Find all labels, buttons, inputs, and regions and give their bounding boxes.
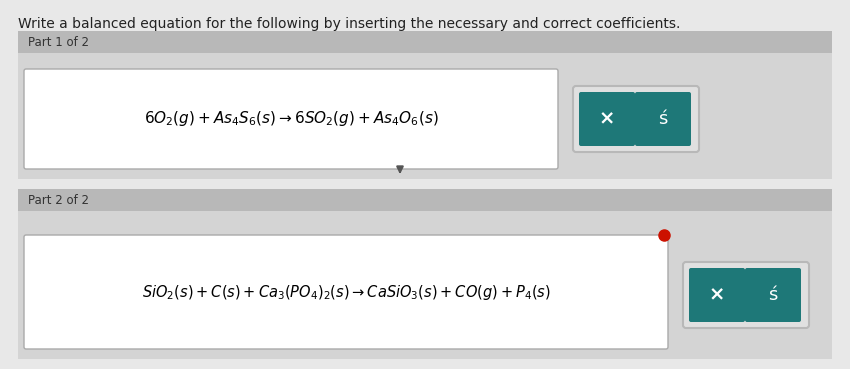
FancyBboxPatch shape [745, 268, 801, 322]
Text: $SiO_2(s) + C(s) + Ca_3(PO_4)_2(s) \rightarrow CaSiO_3(s) + CO(g) + P_4(s)$: $SiO_2(s) + C(s) + Ca_3(PO_4)_2(s) \righ… [142, 283, 551, 301]
Text: Write a balanced equation for the following by inserting the necessary and corre: Write a balanced equation for the follow… [18, 17, 680, 31]
Text: Part 1 of 2: Part 1 of 2 [28, 36, 89, 49]
Text: ś: ś [768, 286, 778, 304]
FancyBboxPatch shape [635, 92, 691, 146]
Text: $6O_2(g) + As_4S_6(s) \rightarrow 6SO_2(g) + As_4O_6(s)$: $6O_2(g) + As_4S_6(s) \rightarrow 6SO_2(… [144, 110, 439, 128]
FancyBboxPatch shape [18, 189, 832, 359]
Text: ×: × [598, 110, 615, 128]
FancyBboxPatch shape [18, 31, 832, 179]
FancyBboxPatch shape [18, 53, 832, 179]
FancyBboxPatch shape [18, 189, 832, 211]
FancyBboxPatch shape [24, 69, 558, 169]
FancyBboxPatch shape [18, 31, 832, 53]
FancyBboxPatch shape [579, 92, 635, 146]
FancyBboxPatch shape [683, 262, 809, 328]
Text: ś: ś [658, 110, 668, 128]
FancyBboxPatch shape [689, 268, 745, 322]
FancyBboxPatch shape [24, 235, 668, 349]
FancyBboxPatch shape [18, 211, 832, 359]
FancyBboxPatch shape [573, 86, 699, 152]
Text: ×: × [709, 286, 725, 304]
Text: Part 2 of 2: Part 2 of 2 [28, 194, 89, 207]
